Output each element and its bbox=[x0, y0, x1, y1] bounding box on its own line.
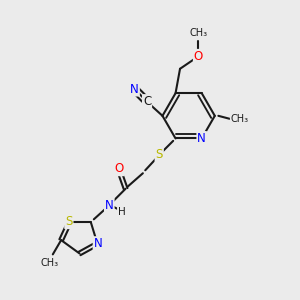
Text: O: O bbox=[194, 50, 203, 63]
Text: H: H bbox=[118, 207, 126, 217]
Text: S: S bbox=[155, 148, 163, 161]
Text: O: O bbox=[115, 162, 124, 175]
Text: S: S bbox=[65, 215, 73, 228]
Text: CH₃: CH₃ bbox=[41, 258, 59, 268]
Text: N: N bbox=[94, 237, 102, 250]
Text: CH₃: CH₃ bbox=[189, 28, 208, 38]
Text: N: N bbox=[105, 199, 114, 212]
Text: N: N bbox=[197, 132, 206, 145]
Text: CH₃: CH₃ bbox=[231, 114, 249, 124]
Text: N: N bbox=[130, 82, 139, 96]
Text: C: C bbox=[143, 95, 151, 108]
